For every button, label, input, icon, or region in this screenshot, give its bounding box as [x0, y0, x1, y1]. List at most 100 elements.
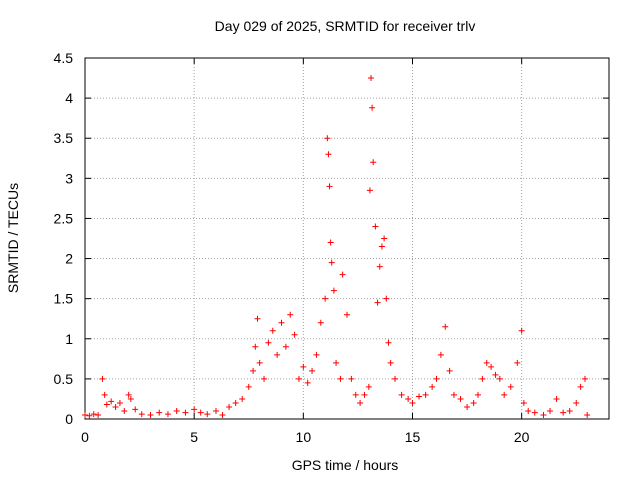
data-point: [304, 379, 311, 386]
x-tick-label: 5: [190, 429, 198, 445]
data-point: [387, 359, 394, 366]
data-point: [324, 135, 331, 142]
x-tick-labels: 0 5 10 15 20: [81, 429, 530, 445]
data-point: [437, 351, 444, 358]
data-point: [577, 383, 584, 390]
data-point: [325, 151, 332, 158]
data-point: [348, 375, 355, 382]
data-point: [300, 363, 307, 370]
data-point: [422, 391, 429, 398]
data-point: [127, 395, 134, 402]
data-point: [278, 319, 285, 326]
data-point: [566, 407, 573, 414]
data-point: [95, 411, 102, 418]
y-tick-label: 1: [65, 331, 73, 347]
y-tick-label: 4.5: [54, 50, 74, 66]
data-point: [368, 75, 375, 82]
data-point: [357, 399, 364, 406]
data-point: [525, 407, 532, 414]
data-point: [265, 339, 272, 346]
data-point: [232, 399, 239, 406]
data-point: [112, 403, 119, 410]
data-point: [287, 311, 294, 318]
y-tick-label: 2.5: [54, 210, 74, 226]
data-point: [374, 299, 381, 306]
data-points: [82, 75, 591, 419]
data-point: [250, 367, 257, 374]
y-tick-label: 2: [65, 251, 73, 267]
data-point: [164, 411, 171, 418]
data-point: [245, 383, 252, 390]
data-point: [322, 295, 329, 302]
data-point: [101, 391, 108, 398]
plot-area: [84, 57, 610, 420]
data-point: [433, 375, 440, 382]
y-tick-label: 0: [65, 411, 73, 427]
data-point: [282, 343, 289, 350]
data-point: [573, 399, 580, 406]
data-point: [256, 359, 263, 366]
data-point: [330, 287, 337, 294]
data-point: [496, 375, 503, 382]
data-point: [584, 411, 591, 418]
data-point: [269, 327, 276, 334]
x-tick-label: 0: [81, 429, 89, 445]
data-point: [442, 323, 449, 330]
data-point: [274, 351, 281, 358]
data-point: [540, 411, 547, 418]
data-point: [317, 319, 324, 326]
data-point: [361, 391, 368, 398]
data-point: [333, 359, 340, 366]
data-point: [197, 409, 204, 416]
data-point: [560, 409, 567, 416]
data-point: [475, 391, 481, 398]
data-point: [392, 375, 399, 382]
y-tick-label: 1.5: [54, 291, 74, 307]
axis-ticks: [84, 57, 609, 420]
data-point: [295, 375, 302, 382]
data-point: [446, 367, 453, 374]
data-point: [309, 367, 316, 374]
y-tick-label: 3: [65, 170, 73, 186]
data-point: [108, 398, 115, 405]
chart-title: Day 029 of 2025, SRMTID for receiver trl…: [215, 18, 476, 34]
data-point: [501, 391, 508, 398]
data-point: [82, 411, 88, 418]
data-point: [492, 371, 499, 378]
data-point: [352, 391, 359, 398]
data-point: [226, 403, 233, 410]
data-point: [239, 395, 246, 402]
x-axis-label: GPS time / hours: [292, 457, 399, 473]
data-point: [520, 399, 527, 406]
data-point: [366, 187, 373, 194]
y-axis-label: SRMTID / TECUs: [5, 183, 21, 293]
data-point: [398, 391, 405, 398]
data-point: [132, 406, 139, 413]
data-point: [365, 383, 372, 390]
y-tick-label: 3.5: [54, 130, 74, 146]
data-point: [339, 271, 346, 278]
data-point: [103, 401, 110, 408]
data-point: [370, 159, 377, 166]
x-tick-label: 10: [296, 429, 312, 445]
data-point: [547, 407, 554, 414]
data-point: [204, 411, 211, 418]
data-point: [219, 411, 226, 418]
data-point: [252, 343, 259, 350]
x-tick-label: 15: [405, 429, 421, 445]
data-point: [409, 399, 416, 406]
data-point: [518, 327, 525, 334]
data-point: [90, 411, 97, 418]
data-point: [344, 311, 350, 318]
data-point: [376, 263, 383, 270]
data-point: [369, 104, 376, 111]
data-point: [581, 375, 588, 382]
data-point: [429, 383, 436, 390]
data-point: [337, 375, 344, 382]
data-point: [328, 259, 335, 266]
data-point: [405, 395, 412, 402]
data-point: [121, 407, 128, 414]
data-point: [483, 359, 490, 366]
data-point: [326, 183, 333, 190]
